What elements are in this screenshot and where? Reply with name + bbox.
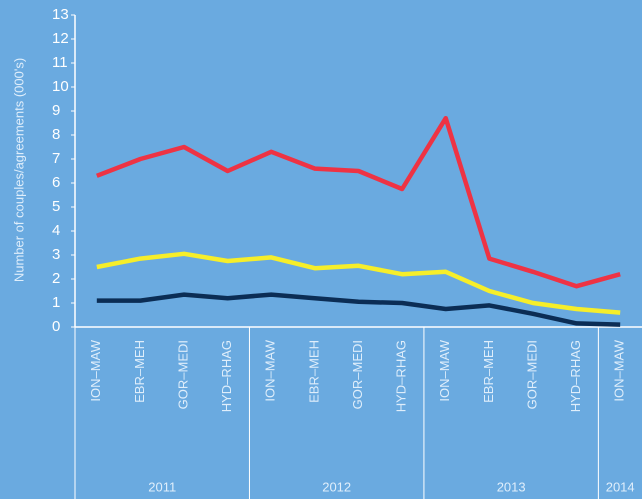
y-tick-label: 12 <box>52 30 69 47</box>
y-tick-label: 11 <box>52 54 68 71</box>
y-tick-label: 1 <box>52 294 60 311</box>
y-tick-label: 13 <box>52 6 69 23</box>
y-tick-label: 7 <box>52 150 60 167</box>
x-tick-label: ION–MAW <box>612 339 627 401</box>
series-line <box>96 292 621 327</box>
y-tick-label: 0 <box>52 318 60 335</box>
x-tick-label: GOR–MEDI <box>524 340 539 409</box>
group-label: 2012 <box>322 479 351 494</box>
x-tick-label: HYD–RHAG <box>394 340 409 412</box>
y-tick-label: 8 <box>52 126 60 143</box>
series-line <box>95 115 621 289</box>
x-tick-label: EBR–MEH <box>132 340 147 403</box>
x-tick-label: ION–MAW <box>437 339 452 401</box>
y-tick-label: 9 <box>52 102 60 119</box>
x-tick-label: GOR–MEDI <box>175 340 190 409</box>
x-tick-label: EBR–MEH <box>481 340 496 403</box>
x-tick-label: EBR–MEH <box>306 340 321 403</box>
group-label: 2011 <box>148 479 176 494</box>
y-tick-label: 2 <box>52 270 60 287</box>
group-label: 2013 <box>497 479 526 494</box>
x-tick-label: ION–MAW <box>263 339 278 401</box>
y-tick-label: 4 <box>52 222 60 239</box>
x-tick-label: HYD–RHAG <box>219 340 234 412</box>
y-axis-label: Number of couples/agreements (000's) <box>11 58 26 282</box>
x-tick-label: GOR–MEDI <box>350 340 365 409</box>
series-line <box>96 251 621 315</box>
x-tick-label: HYD–RHAG <box>568 340 583 412</box>
y-tick-label: 10 <box>52 78 69 95</box>
y-tick-label: 3 <box>52 246 60 263</box>
y-tick-label: 6 <box>52 174 60 191</box>
x-tick-label: ION–MAW <box>88 339 103 401</box>
y-tick-label: 5 <box>52 198 60 215</box>
group-label: 2014 <box>606 479 635 494</box>
